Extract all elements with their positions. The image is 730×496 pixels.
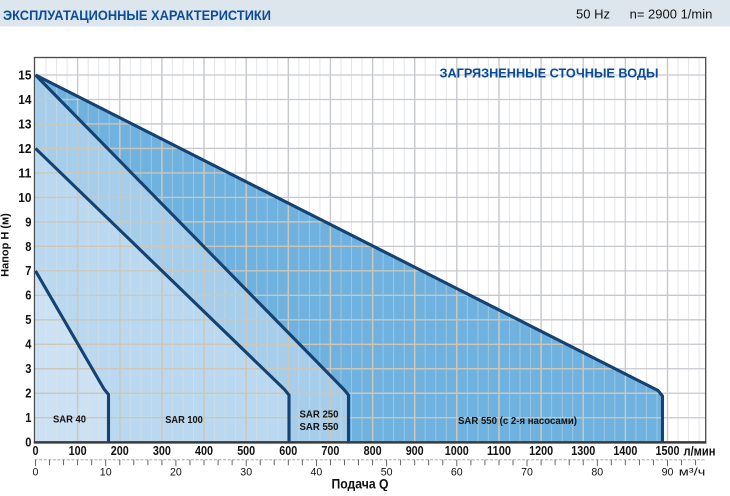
- svg-text:Подача Q: Подача Q: [332, 476, 389, 492]
- svg-text:SAR 100: SAR 100: [165, 414, 203, 426]
- svg-text:л/мин: л/мин: [684, 444, 716, 459]
- svg-text:2: 2: [25, 386, 31, 401]
- svg-text:80: 80: [591, 466, 603, 478]
- svg-text:700: 700: [321, 443, 339, 458]
- svg-text:1000: 1000: [445, 443, 469, 458]
- svg-text:50 Hz: 50 Hz: [576, 7, 610, 22]
- svg-text:0: 0: [33, 443, 39, 458]
- svg-text:4: 4: [25, 337, 32, 352]
- svg-text:14: 14: [18, 92, 32, 107]
- svg-text:ЭКСПЛУАТАЦИОННЫЕ ХАРАКТЕРИСТИК: ЭКСПЛУАТАЦИОННЫЕ ХАРАКТЕРИСТИКИ: [3, 7, 271, 23]
- svg-text:10: 10: [18, 190, 31, 205]
- svg-text:12: 12: [18, 141, 31, 156]
- svg-text:SAR 250: SAR 250: [300, 409, 339, 421]
- svg-text:20: 20: [170, 466, 182, 478]
- svg-text:ЗАГРЯЗНЕННЫЕ СТОЧНЫЕ ВОДЫ: ЗАГРЯЗНЕННЫЕ СТОЧНЫЕ ВОДЫ: [440, 66, 659, 81]
- svg-text:300: 300: [153, 443, 171, 458]
- svg-text:SAR 550: SAR 550: [300, 421, 339, 433]
- svg-text:50: 50: [381, 466, 393, 478]
- svg-text:600: 600: [279, 443, 297, 458]
- svg-text:100: 100: [69, 443, 87, 458]
- svg-text:9: 9: [25, 214, 31, 229]
- svg-text:Напор H (м): Напор H (м): [0, 213, 12, 277]
- svg-text:SAR 40: SAR 40: [53, 414, 86, 426]
- svg-text:0: 0: [25, 435, 31, 450]
- svg-text:0: 0: [33, 466, 39, 478]
- svg-text:40: 40: [311, 466, 323, 478]
- svg-text:3: 3: [25, 361, 31, 376]
- svg-text:SAR 550 (с 2-я насосами): SAR 550 (с 2-я насосами): [458, 415, 577, 427]
- svg-text:200: 200: [111, 443, 129, 458]
- svg-text:60: 60: [451, 466, 463, 478]
- svg-text:1200: 1200: [529, 443, 553, 458]
- svg-text:900: 900: [406, 443, 424, 458]
- svg-text:n= 2900 1/min: n= 2900 1/min: [630, 7, 713, 22]
- svg-text:8: 8: [25, 239, 31, 254]
- svg-text:1100: 1100: [487, 443, 511, 458]
- svg-text:1400: 1400: [613, 443, 637, 458]
- svg-text:70: 70: [521, 466, 533, 478]
- svg-text:500: 500: [237, 443, 255, 458]
- svg-text:800: 800: [364, 443, 382, 458]
- svg-text:90: 90: [662, 466, 674, 478]
- svg-text:10: 10: [100, 466, 112, 478]
- svg-text:11: 11: [18, 165, 31, 180]
- svg-text:1500: 1500: [656, 443, 680, 458]
- svg-text:1: 1: [25, 410, 31, 425]
- svg-text:6: 6: [25, 288, 31, 303]
- svg-text:м³/ч: м³/ч: [679, 466, 706, 478]
- svg-text:13: 13: [18, 116, 31, 131]
- svg-text:30: 30: [240, 466, 252, 478]
- svg-text:1300: 1300: [571, 443, 595, 458]
- svg-text:15: 15: [18, 67, 31, 82]
- svg-text:5: 5: [25, 312, 31, 327]
- svg-text:7: 7: [25, 263, 31, 278]
- svg-text:400: 400: [195, 443, 213, 458]
